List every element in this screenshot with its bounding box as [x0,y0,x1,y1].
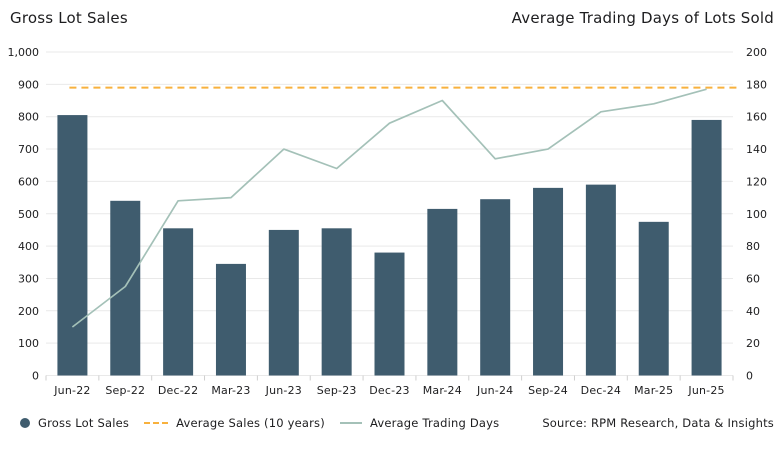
bar [691,119,722,376]
x-axis-label: Mar-24 [423,384,462,397]
x-axis-label: Mar-25 [634,384,673,397]
y-axis-label-left: 700 [18,143,39,156]
y-axis-label-left: 200 [18,305,39,318]
y-axis-label-right: 80 [746,240,760,253]
bar [110,200,141,376]
x-axis-label: Jun-24 [476,384,513,397]
bar [321,228,352,376]
y-axis-label-left: 800 [18,111,39,124]
bar [163,228,194,376]
x-axis-label: Dec-24 [581,384,621,397]
y-axis-label-right: 120 [746,175,767,188]
y-axis-label-right: 40 [746,305,760,318]
bar [480,199,511,376]
y-axis-label-left: 600 [18,175,39,188]
bar [215,263,246,376]
gridlines-group [45,51,734,381]
axis-labels-group: 0 0 100 20 200 40 300 60 400 80 500 100 600 120 700 140… [8,46,768,397]
x-axis-label: Jun-25 [687,384,724,397]
y-axis-label-right: 180 [746,78,767,91]
legend-item-average-trading-days: Average Trading Days [339,416,500,430]
y-axis-label-left: 1,000 [8,46,40,59]
x-axis-label: Mar-23 [211,384,250,397]
bar-series-marker-icon [20,418,30,428]
bar [585,184,616,376]
average-trading-days-line [71,88,707,328]
y-axis-label-left: 500 [18,208,39,221]
y-axis-label-right: 160 [746,111,767,124]
legend-label: Gross Lot Sales [38,416,130,430]
y-axis-label-right: 200 [746,46,767,59]
dashed-line-marker-icon [144,422,169,424]
footer-row: Gross Lot Sales Average Sales (10 years)… [0,413,784,433]
bars-group [57,115,722,376]
bar [374,252,405,376]
lines-group [69,86,737,328]
y-axis-label-right: 140 [746,143,767,156]
x-axis-label: Jun-22 [53,384,90,397]
legend-label: Average Sales (10 years) [176,416,325,430]
bar [268,229,299,376]
y-axis-label-left: 900 [18,78,39,91]
x-axis-label: Jun-23 [265,384,302,397]
y-axis-label-left: 100 [18,337,39,350]
x-axis-label: Dec-23 [369,384,409,397]
y-axis-label-right: 60 [746,272,760,285]
bar [638,221,669,376]
legend-item-gross-lot-sales: Gross Lot Sales [20,416,129,430]
y-axis-label-right: 0 [746,370,753,383]
y-axis-label-left: 0 [32,370,39,383]
x-axis-label: Sep-22 [105,384,145,397]
bar [533,187,564,376]
bar [427,208,458,376]
y-axis-label-right: 100 [746,208,767,221]
left-axis-title: Gross Lot Sales [10,9,128,27]
right-axis-title: Average Trading Days of Lots Sold [511,9,774,27]
y-axis-label-left: 300 [18,272,39,285]
legend: Gross Lot Sales Average Sales (10 years)… [20,416,499,430]
y-axis-label-left: 400 [18,240,39,253]
source-text: Source: RPM Research, Data & Insights [542,416,774,430]
line-marker-icon [339,422,362,424]
legend-label: Average Trading Days [369,416,500,430]
bar [57,115,88,376]
x-axis-label: Sep-23 [317,384,357,397]
x-axis-label: Sep-24 [528,384,568,397]
legend-item-average-sales: Average Sales (10 years) [144,416,325,430]
x-axis-label: Dec-22 [158,384,198,397]
y-axis-label-right: 20 [746,337,760,350]
